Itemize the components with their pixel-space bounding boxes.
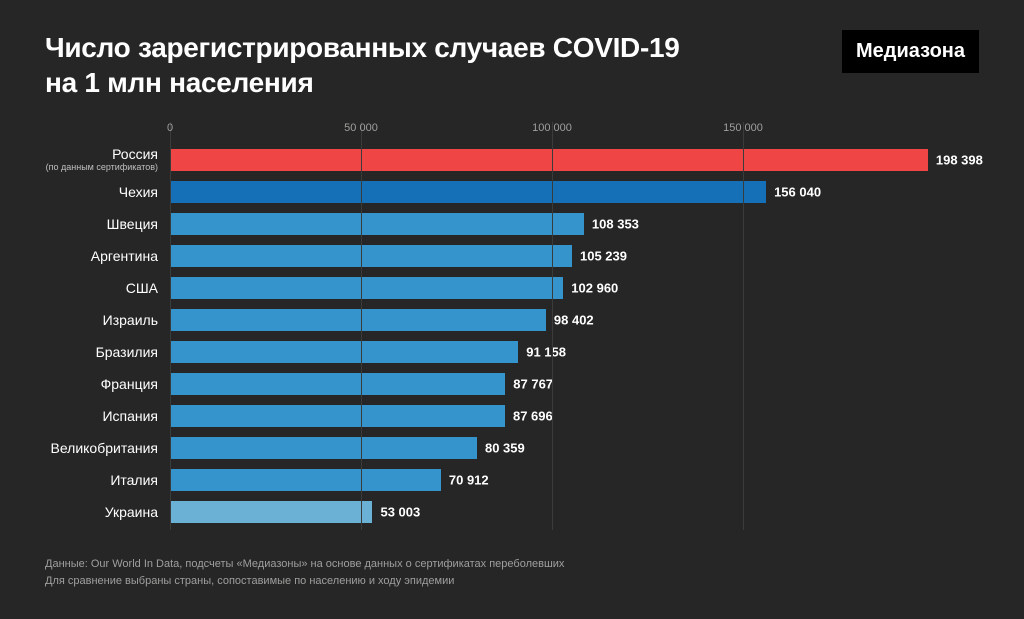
value-label: 70 912 bbox=[449, 473, 489, 488]
gridline bbox=[743, 122, 744, 530]
category-label: Великобритания bbox=[50, 441, 158, 456]
gridline bbox=[361, 122, 362, 530]
chart-title: Число зарегистрированных случаев COVID-1… bbox=[45, 30, 680, 100]
bar-chart: Россия(по данным сертификатов)198 398Чех… bbox=[45, 122, 979, 530]
chart-title-line1: Число зарегистрированных случаев COVID-1… bbox=[45, 32, 680, 63]
value-label: 98 402 bbox=[554, 313, 594, 328]
bar bbox=[170, 373, 505, 395]
category-label-text: Франция bbox=[101, 376, 158, 392]
value-label: 80 359 bbox=[485, 441, 525, 456]
category-label-text: Аргентина bbox=[91, 248, 158, 264]
category-label: Бразилия bbox=[96, 345, 158, 360]
value-label: 87 767 bbox=[513, 377, 553, 392]
category-label: Украина bbox=[105, 505, 158, 520]
bar bbox=[170, 277, 563, 299]
category-label-text: Россия bbox=[112, 146, 158, 162]
category-label-text: Великобритания bbox=[50, 440, 158, 456]
bar bbox=[170, 181, 766, 203]
category-label-text: Чехия bbox=[119, 184, 158, 200]
category-label: Аргентина bbox=[91, 249, 158, 264]
bar bbox=[170, 245, 572, 267]
category-sublabel: (по данным сертификатов) bbox=[46, 163, 158, 172]
source-badge: Медиазона bbox=[842, 30, 979, 73]
bar bbox=[170, 341, 518, 363]
gridline bbox=[170, 122, 171, 530]
category-label-text: США bbox=[126, 280, 158, 296]
category-label-text: Украина bbox=[105, 504, 158, 520]
category-label-text: Швеция bbox=[107, 216, 158, 232]
bar bbox=[170, 405, 505, 427]
header: Число зарегистрированных случаев COVID-1… bbox=[45, 30, 979, 100]
bar bbox=[170, 469, 441, 491]
x-axis-tick: 100 000 bbox=[532, 122, 572, 134]
bar bbox=[170, 501, 372, 523]
category-label-text: Испания bbox=[102, 408, 158, 424]
x-axis-tick: 50 000 bbox=[344, 122, 378, 134]
value-label: 156 040 bbox=[774, 185, 821, 200]
value-label: 105 239 bbox=[580, 249, 627, 264]
footer-line1: Данные: Our World In Data, подсчеты «Мед… bbox=[45, 556, 979, 573]
category-label: Испания bbox=[102, 409, 158, 424]
value-label: 87 696 bbox=[513, 409, 553, 424]
chart-title-line2: на 1 млн населения bbox=[45, 67, 314, 98]
value-label: 102 960 bbox=[571, 281, 618, 296]
value-label: 91 158 bbox=[526, 345, 566, 360]
x-axis-tick: 0 bbox=[167, 122, 173, 134]
category-label: Франция bbox=[101, 377, 158, 392]
x-axis-tick: 150 000 bbox=[723, 122, 763, 134]
bar bbox=[170, 213, 584, 235]
footer-line2: Для сравнение выбраны страны, сопоставим… bbox=[45, 573, 979, 590]
category-label: Россия(по данным сертификатов) bbox=[46, 147, 158, 172]
category-label-text: Израиль bbox=[103, 312, 158, 328]
bar bbox=[170, 437, 477, 459]
category-label: Израиль bbox=[103, 313, 158, 328]
value-label: 53 003 bbox=[380, 505, 420, 520]
category-label-text: Бразилия bbox=[96, 344, 158, 360]
value-label: 198 398 bbox=[936, 153, 983, 168]
category-label: Чехия bbox=[119, 185, 158, 200]
category-label: Италия bbox=[110, 473, 158, 488]
bar bbox=[170, 149, 928, 171]
gridline bbox=[552, 122, 553, 530]
bar bbox=[170, 309, 546, 331]
value-label: 108 353 bbox=[592, 217, 639, 232]
category-label-text: Италия bbox=[110, 472, 158, 488]
category-label: США bbox=[126, 281, 158, 296]
footer-notes: Данные: Our World In Data, подсчеты «Мед… bbox=[45, 556, 979, 589]
plot-area: Россия(по данным сертификатов)198 398Чех… bbox=[170, 122, 934, 530]
category-label: Швеция bbox=[107, 217, 158, 232]
